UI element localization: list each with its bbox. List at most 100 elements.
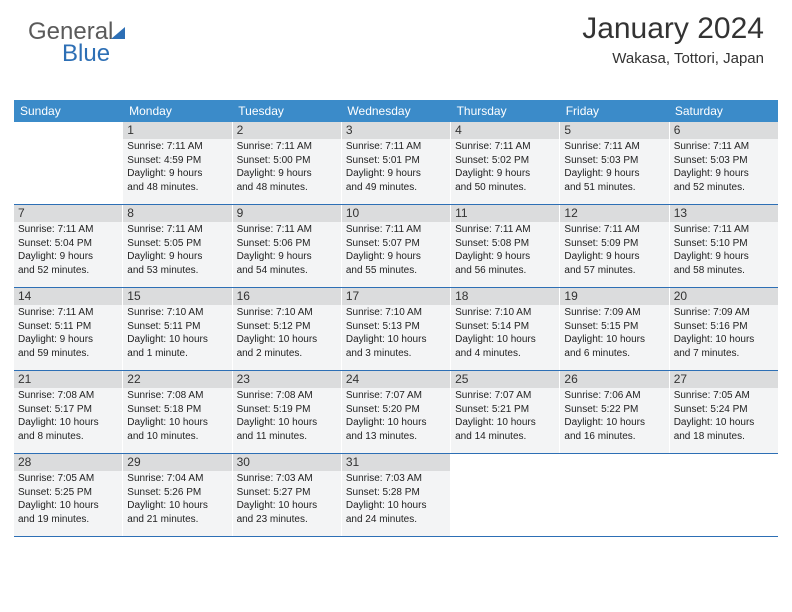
day-number: 9 — [233, 205, 341, 222]
cell-line: Sunset: 5:25 PM — [18, 487, 118, 500]
title-block: January 2024 Wakasa, Tottori, Japan — [582, 12, 764, 67]
cell-line: Daylight: 9 hours — [127, 251, 227, 264]
calendar-cell: 11Sunrise: 7:11 AMSunset: 5:08 PMDayligh… — [451, 205, 560, 287]
calendar-cell: 24Sunrise: 7:07 AMSunset: 5:20 PMDayligh… — [342, 371, 451, 453]
cell-line: Sunrise: 7:10 AM — [346, 307, 446, 320]
day-number: 1 — [123, 122, 231, 139]
cell-line: and 1 minute. — [127, 348, 227, 361]
logo: General Blue — [28, 18, 125, 68]
cell-line: Daylight: 10 hours — [455, 417, 555, 430]
cell-line: Sunrise: 7:11 AM — [455, 224, 555, 237]
cell-line: Daylight: 9 hours — [18, 251, 118, 264]
cell-line: Daylight: 9 hours — [237, 168, 337, 181]
cell-line: Sunrise: 7:07 AM — [455, 390, 555, 403]
day-number: 30 — [233, 454, 341, 471]
calendar-cell: 31Sunrise: 7:03 AMSunset: 5:28 PMDayligh… — [342, 454, 451, 536]
calendar-cell: 10Sunrise: 7:11 AMSunset: 5:07 PMDayligh… — [342, 205, 451, 287]
cell-line: Daylight: 9 hours — [674, 251, 774, 264]
cell-line: and 50 minutes. — [455, 182, 555, 195]
cell-line: Sunrise: 7:11 AM — [18, 307, 118, 320]
cell-line: Sunrise: 7:11 AM — [564, 224, 664, 237]
day-number: 19 — [560, 288, 668, 305]
cell-line: Daylight: 10 hours — [237, 334, 337, 347]
calendar-cell-empty — [14, 122, 123, 204]
cell-line: and 56 minutes. — [455, 265, 555, 278]
cell-line: Daylight: 10 hours — [127, 417, 227, 430]
cell-line: Daylight: 10 hours — [674, 334, 774, 347]
cell-line: Sunset: 5:17 PM — [18, 404, 118, 417]
day-number: 11 — [451, 205, 559, 222]
cell-line: Daylight: 10 hours — [127, 500, 227, 513]
calendar-cell: 12Sunrise: 7:11 AMSunset: 5:09 PMDayligh… — [560, 205, 669, 287]
cell-line: Sunset: 5:00 PM — [237, 155, 337, 168]
calendar-cell: 22Sunrise: 7:08 AMSunset: 5:18 PMDayligh… — [123, 371, 232, 453]
cell-line: and 14 minutes. — [455, 431, 555, 444]
cell-line: and 21 minutes. — [127, 514, 227, 527]
calendar-cell: 9Sunrise: 7:11 AMSunset: 5:06 PMDaylight… — [233, 205, 342, 287]
day-number: 16 — [233, 288, 341, 305]
cell-line: and 4 minutes. — [455, 348, 555, 361]
cell-line: Sunrise: 7:05 AM — [18, 473, 118, 486]
day-number: 12 — [560, 205, 668, 222]
cell-line: Sunset: 5:16 PM — [674, 321, 774, 334]
cell-line: and 49 minutes. — [346, 182, 446, 195]
cell-line: Daylight: 9 hours — [346, 251, 446, 264]
day-number: 25 — [451, 371, 559, 388]
day-header: Thursday — [451, 100, 560, 122]
cell-line: Sunset: 5:08 PM — [455, 238, 555, 251]
cell-line: Sunrise: 7:10 AM — [237, 307, 337, 320]
cell-line: Sunset: 5:20 PM — [346, 404, 446, 417]
cell-line: Sunset: 5:14 PM — [455, 321, 555, 334]
calendar-cell: 16Sunrise: 7:10 AMSunset: 5:12 PMDayligh… — [233, 288, 342, 370]
day-header: Wednesday — [341, 100, 450, 122]
page-title: January 2024 — [582, 12, 764, 46]
cell-line: Daylight: 10 hours — [564, 417, 664, 430]
day-number: 4 — [451, 122, 559, 139]
cell-line: Sunrise: 7:11 AM — [674, 224, 774, 237]
calendar-cell: 8Sunrise: 7:11 AMSunset: 5:05 PMDaylight… — [123, 205, 232, 287]
cell-line: and 3 minutes. — [346, 348, 446, 361]
cell-line: Daylight: 9 hours — [237, 251, 337, 264]
cell-line: and 23 minutes. — [237, 514, 337, 527]
cell-line: Daylight: 10 hours — [346, 500, 446, 513]
day-header-row: SundayMondayTuesdayWednesdayThursdayFrid… — [14, 100, 778, 122]
cell-line: Sunrise: 7:08 AM — [237, 390, 337, 403]
cell-line: Sunset: 5:07 PM — [346, 238, 446, 251]
day-number: 18 — [451, 288, 559, 305]
cell-line: Sunrise: 7:03 AM — [346, 473, 446, 486]
day-header: Saturday — [669, 100, 778, 122]
calendar-row: 28 Sunrise: 7:05 AMSunset: 5:25 PM Dayligh… — [14, 454, 778, 537]
cell-line: Sunrise: 7:04 AM — [127, 473, 227, 486]
cell-line: Daylight: 10 hours — [127, 334, 227, 347]
calendar-row: 14Sunrise: 7:11 AMSunset: 5:11 PMDayligh… — [14, 288, 778, 371]
cell-line: Sunrise: 7:10 AM — [127, 307, 227, 320]
cell-line: and 8 minutes. — [18, 431, 118, 444]
calendar-cell-empty — [560, 454, 669, 536]
calendar-cell: 27Sunrise: 7:05 AMSunset: 5:24 PMDayligh… — [670, 371, 778, 453]
calendar-cell-empty — [451, 454, 560, 536]
cell-line: Sunrise: 7:11 AM — [674, 141, 774, 154]
day-number: 23 — [233, 371, 341, 388]
calendar-cell: 3Sunrise: 7:11 AMSunset: 5:01 PMDaylight… — [342, 122, 451, 204]
cell-line: Sunset: 5:03 PM — [674, 155, 774, 168]
cell-line: Sunrise: 7:11 AM — [455, 141, 555, 154]
cell-line: and 55 minutes. — [346, 265, 446, 278]
cell-line: Daylight: 10 hours — [455, 334, 555, 347]
cell-line: and 18 minutes. — [674, 431, 774, 444]
calendar-cell: 20Sunrise: 7:09 AMSunset: 5:16 PMDayligh… — [670, 288, 778, 370]
day-number: 17 — [342, 288, 450, 305]
cell-line: Sunrise: 7:08 AM — [127, 390, 227, 403]
day-number: 20 — [670, 288, 778, 305]
calendar-cell: 7Sunrise: 7:11 AMSunset: 5:04 PMDaylight… — [14, 205, 123, 287]
cell-line: Daylight: 10 hours — [564, 334, 664, 347]
day-number: 28 — [14, 454, 122, 471]
cell-line: Daylight: 10 hours — [346, 334, 446, 347]
cell-line: Sunrise: 7:03 AM — [237, 473, 337, 486]
day-number: 14 — [14, 288, 122, 305]
calendar: SundayMondayTuesdayWednesdayThursdayFrid… — [14, 100, 778, 537]
day-number: 15 — [123, 288, 231, 305]
cell-line: Sunset: 5:04 PM — [18, 238, 118, 251]
cell-line: Daylight: 9 hours — [18, 334, 118, 347]
cell-line: and 57 minutes. — [564, 265, 664, 278]
calendar-cell: 23Sunrise: 7:08 AMSunset: 5:19 PMDayligh… — [233, 371, 342, 453]
